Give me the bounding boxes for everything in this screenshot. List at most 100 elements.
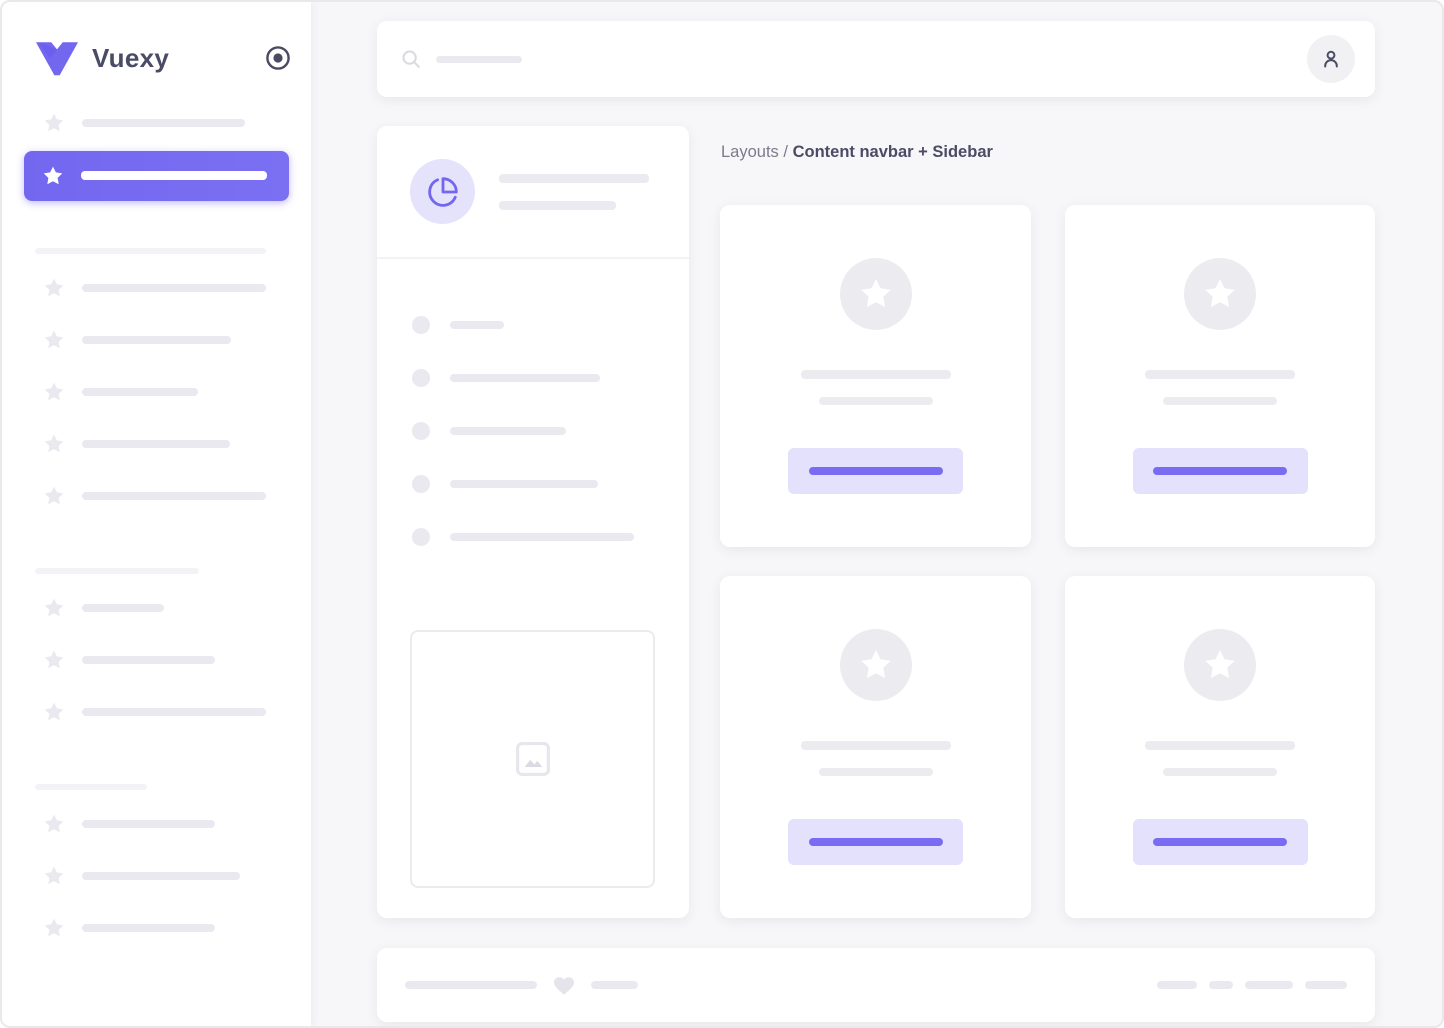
breadcrumb-separator: / [783, 143, 788, 161]
star-icon [44, 866, 64, 885]
star-icon [44, 330, 64, 349]
sidebar-menu-item[interactable] [2, 902, 311, 954]
user-icon [1324, 50, 1338, 68]
list-item-bar [450, 373, 600, 382]
feature-card [1065, 576, 1375, 918]
button-label-bar [1153, 467, 1287, 475]
sidebar-menu-item[interactable] [2, 582, 311, 634]
sidebar-menu [2, 97, 311, 954]
menu-item-bar [82, 872, 240, 880]
star-icon [44, 650, 64, 669]
star-icon [44, 486, 64, 505]
card-subtitle-bar [1163, 768, 1277, 776]
sidebar-section-divider [35, 248, 266, 254]
star-icon [44, 113, 64, 132]
menu-item-bar [82, 388, 198, 396]
list-item-dot [412, 474, 430, 493]
sidebar: Vuexy [2, 2, 311, 1026]
star-icon [44, 278, 64, 297]
menu-item-bar [82, 820, 215, 828]
list-item [377, 351, 689, 404]
menu-item-bar [82, 656, 215, 664]
sidebar-menu-item[interactable] [2, 314, 311, 366]
card-action-button[interactable] [788, 819, 963, 865]
card-action-button[interactable] [1132, 819, 1308, 865]
card-title-bar [800, 741, 951, 750]
top-navbar [377, 21, 1375, 97]
list-item-dot [412, 315, 430, 334]
sidebar-menu-item[interactable] [2, 686, 311, 738]
feature-card [1065, 205, 1375, 547]
menu-item-bar [81, 171, 267, 180]
list-item-bar [450, 320, 504, 329]
star-badge [839, 629, 912, 701]
sidebar-section-divider [35, 784, 147, 790]
button-label-bar [808, 467, 943, 475]
detail-header-bar [499, 173, 649, 183]
footer-link-bar [1157, 981, 1197, 989]
star-icon [44, 918, 64, 937]
sidebar-menu-item[interactable] [2, 262, 311, 314]
active-menu-pill [24, 150, 289, 201]
sidebar-menu-item[interactable] [2, 97, 311, 149]
footer-link-bar [1209, 981, 1233, 989]
search-placeholder-bar [436, 55, 522, 63]
menu-item-bar [82, 604, 164, 612]
star-icon [860, 650, 891, 678]
sidebar-menu-item[interactable] [2, 798, 311, 850]
breadcrumb: Layouts / Content navbar + Sidebar [721, 143, 993, 162]
list-item-dot [412, 421, 430, 440]
feature-card [720, 205, 1031, 547]
brand: Vuexy [35, 36, 291, 80]
list-item [377, 298, 689, 351]
card-action-button[interactable] [1132, 448, 1308, 494]
card-title-bar [1145, 370, 1295, 379]
feature-card [720, 576, 1031, 918]
star-icon [44, 382, 64, 401]
sidebar-menu-item[interactable] [24, 149, 289, 202]
list-item [377, 457, 689, 510]
sidebar-menu-item[interactable] [2, 418, 311, 470]
star-icon [44, 598, 64, 617]
card-action-button[interactable] [788, 448, 963, 494]
image-icon [515, 742, 550, 776]
radio-circle-icon[interactable] [265, 45, 291, 71]
menu-item-bar [82, 336, 231, 344]
heart-icon [554, 977, 574, 995]
card-subtitle-bar [818, 397, 933, 405]
breadcrumb-parent[interactable]: Layouts [721, 143, 779, 161]
user-avatar[interactable] [1307, 35, 1355, 83]
brand-name: Vuexy [92, 42, 170, 73]
card-subtitle-bar [1163, 397, 1277, 405]
card-title-bar [1145, 741, 1295, 750]
button-label-bar [1153, 838, 1287, 846]
star-badge [1184, 258, 1256, 330]
star-badge [1184, 629, 1256, 701]
sidebar-menu-item[interactable] [2, 850, 311, 902]
list-item [377, 404, 689, 457]
footer [377, 948, 1375, 1022]
menu-item-bar [82, 284, 266, 292]
sidebar-menu-item[interactable] [2, 366, 311, 418]
star-icon [44, 702, 64, 721]
sidebar-menu-item[interactable] [2, 470, 311, 522]
menu-item-bar [82, 924, 215, 932]
card-grid [720, 205, 1375, 918]
star-icon [860, 279, 891, 307]
star-icon [44, 814, 64, 833]
detail-header-bar [499, 200, 616, 210]
footer-text-bar [405, 981, 537, 989]
menu-item-bar [82, 440, 230, 448]
menu-item-bar [82, 119, 245, 127]
search-input[interactable] [400, 48, 522, 70]
detail-card-header [377, 126, 689, 259]
image-placeholder [410, 630, 655, 888]
search-icon [402, 50, 420, 68]
star-icon [1205, 279, 1235, 307]
sidebar-menu-item[interactable] [2, 634, 311, 686]
pie-chart-icon-badge [410, 159, 475, 224]
star-icon [1205, 650, 1235, 678]
star-icon [43, 166, 63, 184]
footer-text-bar [591, 981, 638, 989]
